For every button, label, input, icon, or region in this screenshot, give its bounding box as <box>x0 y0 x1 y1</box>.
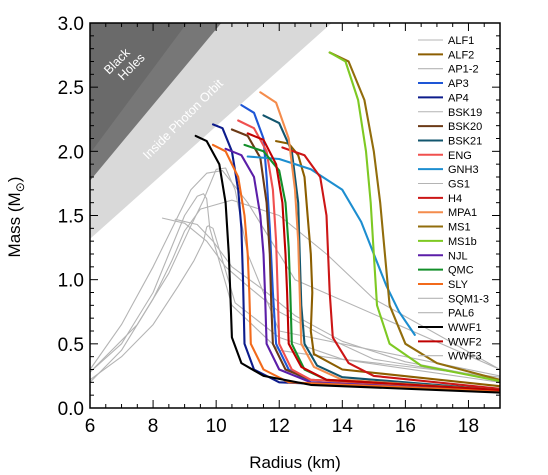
curve-wwf1 <box>194 134 500 394</box>
legend-label-pal6: PAL6 <box>448 308 474 320</box>
curve-sqm1-3 <box>90 199 500 383</box>
curve-bsk20 <box>230 128 500 392</box>
legend-label-alf1: ALF1 <box>448 35 474 47</box>
y-tick-label: 0.0 <box>58 399 84 420</box>
curve-gs1 <box>161 217 500 381</box>
legend-label-ms1: MS1 <box>448 222 471 234</box>
region-black-holes-core <box>90 23 187 154</box>
legend-label-bsk19: BSK19 <box>448 107 482 119</box>
curve-h4 <box>281 146 500 390</box>
legend-label-eng: ENG <box>448 150 472 162</box>
curve-bsk19 <box>90 167 500 377</box>
axis-ticks <box>89 22 501 409</box>
y-tick-labels: 0.0 0.5 1.0 1.5 2.0 2.5 3.0 <box>58 14 84 420</box>
x-tick-label: 12 <box>269 416 290 437</box>
y-tick-label: 1.5 <box>58 207 84 228</box>
curve-mpa1 <box>259 91 500 392</box>
legend-label-gnh3: GNH3 <box>448 164 479 176</box>
legend-label-gs1: GS1 <box>448 179 470 191</box>
legend-label-wwf3: WWF3 <box>448 351 482 363</box>
legend-label-mpa1: MPA1 <box>448 207 477 219</box>
legend: ALF1 ALF2 AP1-2 AP3 AP4 BSK19 BSK20 BSK21 ENG GNH… <box>418 35 489 363</box>
legend-label-wwf2: WWF2 <box>448 336 482 348</box>
legend-label-alf2: ALF2 <box>448 49 474 61</box>
y-tick-label: 2.5 <box>58 78 84 99</box>
legend-label-qmc: QMC <box>448 265 474 277</box>
x-tick-label: 18 <box>458 416 479 437</box>
curve-ms1 <box>328 51 500 381</box>
y-tick-label: 2.0 <box>58 142 84 163</box>
legend-label-sqm1-3: SQM1-3 <box>448 293 489 305</box>
x-tick-label: 16 <box>395 416 416 437</box>
y-axis-title-sub: ⊙ <box>13 182 27 192</box>
curve-wwf2 <box>246 132 500 392</box>
legend-label-ap1-2: AP1-2 <box>448 64 479 76</box>
curve-bsk21 <box>262 114 500 392</box>
eos-curves <box>90 51 500 394</box>
y-tick-label: 1.0 <box>58 271 84 292</box>
curve-sly <box>211 143 500 393</box>
y-tick-label: 3.0 <box>58 14 84 35</box>
x-tick-label: 14 <box>332 416 354 437</box>
curve-gnh3 <box>246 155 416 336</box>
legend-label-bsk20: BSK20 <box>448 121 482 133</box>
x-tick-labels: 6 8 10 12 14 16 18 <box>85 416 479 437</box>
legend-label-wwf1: WWF1 <box>448 322 482 334</box>
legend-label-ap4: AP4 <box>448 92 469 104</box>
y-axis-title-main: Mass (M <box>5 192 24 257</box>
y-axis-title: Mass (M⊙) <box>5 177 27 258</box>
legend-label-bsk21: BSK21 <box>448 135 482 147</box>
curve-njl <box>224 147 500 393</box>
legend-label-ms1b: MS1b <box>448 236 477 248</box>
legend-label-sly: SLY <box>448 279 469 291</box>
x-tick-label: 10 <box>206 416 227 437</box>
curve-eng <box>237 119 500 392</box>
legend-label-h4: H4 <box>448 193 462 205</box>
curve-pal6 <box>174 218 500 381</box>
x-axis-title: Radius (km) <box>249 453 341 472</box>
exclusion-regions <box>90 23 332 239</box>
x-tick-label: 6 <box>85 416 96 437</box>
legend-label-ap3: AP3 <box>448 78 469 90</box>
curve-ap1-2 <box>90 193 500 383</box>
legend-label-njl: NJL <box>448 250 468 262</box>
curve-ms1b <box>328 51 500 383</box>
y-tick-label: 0.5 <box>58 335 84 356</box>
x-tick-label: 8 <box>148 416 159 437</box>
y-axis-title-close: ) <box>5 177 24 183</box>
